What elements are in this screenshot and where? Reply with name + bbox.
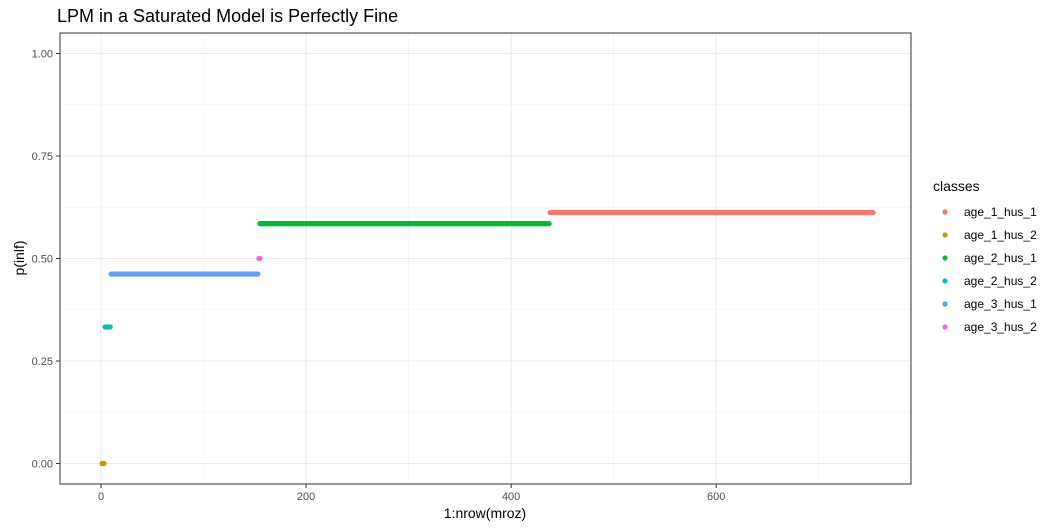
y-tick-label: 0.25 — [32, 356, 53, 368]
series-age_2_hus_1 — [257, 221, 552, 227]
legend-key — [942, 301, 948, 307]
series-age_3_hus_2 — [256, 255, 263, 262]
data-point — [255, 271, 261, 277]
y-tick-label: 0.50 — [32, 254, 53, 266]
legend-title: classes — [933, 178, 980, 194]
data-point — [257, 255, 263, 262]
series-age_2_hus_2 — [102, 324, 113, 330]
data-point — [101, 460, 107, 467]
series-age_3_hus_1 — [108, 271, 261, 277]
x-axis-title: 1:nrow(mroz) — [444, 505, 526, 521]
legend-label: age_3_hus_1 — [964, 297, 1037, 311]
y-tick-label: 0.75 — [32, 151, 53, 163]
data-point — [546, 221, 552, 227]
y-tick-label: 0.00 — [32, 459, 53, 471]
y-axis: 0.00 0.25 0.50 0.75 1.00 — [32, 49, 60, 471]
legend-label: age_1_hus_1 — [964, 205, 1037, 219]
chart-title: LPM in a Saturated Model is Perfectly Fi… — [57, 6, 398, 26]
x-tick-label: 200 — [297, 491, 315, 503]
legend-key — [942, 209, 948, 215]
data-point — [870, 209, 876, 216]
grid-minor — [60, 33, 911, 484]
series-age_1_hus_2 — [99, 460, 107, 467]
legend: classes age_1_hus_1 age_1_hus_2 age_2_hus_… — [933, 178, 1037, 334]
x-tick-label: 600 — [707, 491, 725, 503]
data-points — [99, 209, 876, 467]
x-tick-label: 0 — [98, 491, 104, 503]
x-axis: 0 200 400 600 — [98, 484, 725, 503]
y-axis-title: p(inlf) — [11, 240, 27, 275]
legend-key — [942, 324, 948, 330]
legend-key — [942, 255, 948, 261]
grid-major — [60, 33, 911, 484]
data-point — [107, 324, 113, 330]
legend-key — [942, 278, 948, 284]
legend-label: age_2_hus_1 — [964, 251, 1037, 265]
legend-label: age_1_hus_2 — [964, 228, 1037, 242]
plot-panel — [59, 32, 912, 485]
series-age_1_hus_1 — [547, 209, 876, 216]
y-tick-label: 1.00 — [32, 49, 53, 61]
legend-key — [942, 232, 948, 238]
x-tick-label: 400 — [502, 491, 520, 503]
legend-label: age_3_hus_2 — [964, 320, 1037, 334]
legend-label: age_2_hus_2 — [964, 274, 1037, 288]
